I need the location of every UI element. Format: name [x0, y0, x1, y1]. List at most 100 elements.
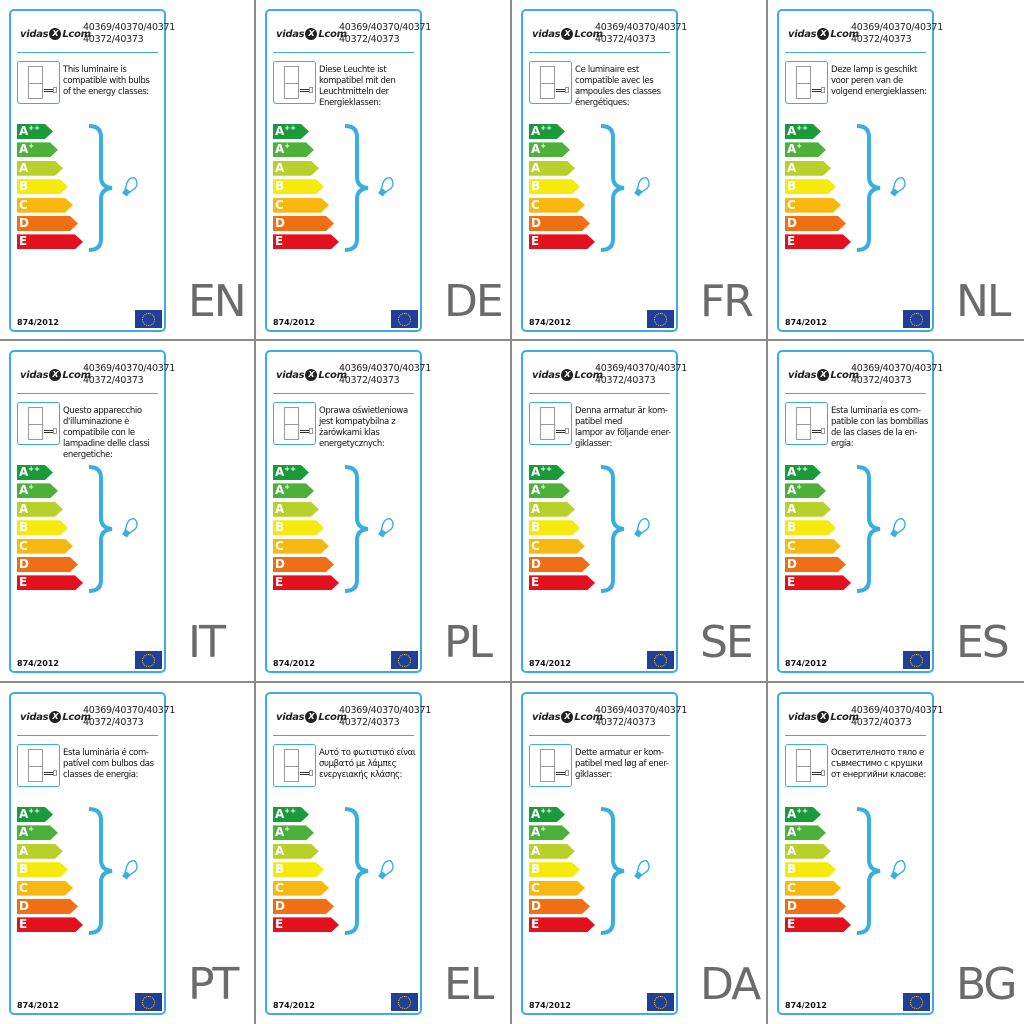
- energy-class-bar: C: [785, 881, 841, 896]
- regulation-number: 874/2012: [529, 1001, 571, 1010]
- divider: [17, 52, 158, 53]
- energy-class-bar: A: [273, 844, 319, 859]
- eu-flag-icon: [135, 993, 162, 1011]
- eu-flag-icon: [135, 651, 162, 669]
- eu-flag-icon: [135, 310, 162, 328]
- energy-class-bar: A: [273, 502, 319, 517]
- divider: [785, 735, 926, 736]
- energy-class-bar: A: [273, 161, 319, 176]
- eu-flag-icon: [391, 651, 418, 669]
- energy-class-bar: A: [785, 844, 831, 859]
- language-code: NL: [956, 276, 1011, 327]
- divider: [273, 52, 414, 53]
- energy-label-card: vidas X Lcom 40369/40370/40371 40372/40373 …: [777, 9, 943, 332]
- energy-class-bar: A++: [529, 807, 565, 822]
- light-bulb-icon: [122, 176, 138, 197]
- energy-class-bar: D: [17, 557, 78, 572]
- brace-icon: [88, 807, 113, 935]
- regulation-number: 874/2012: [17, 1001, 59, 1010]
- energy-class-bar: C: [273, 539, 329, 554]
- language-code: PT: [188, 959, 239, 1010]
- vidaxl-logo: vidas X Lcom: [788, 711, 859, 723]
- energy-class-bar: B: [273, 520, 324, 535]
- vidaxl-logo: vidas X Lcom: [532, 711, 603, 723]
- energy-class-bar: B: [529, 179, 580, 194]
- eu-flag-icon: [391, 993, 418, 1011]
- product-codes: 40369/40370/40371 40372/40373: [83, 363, 175, 386]
- compatibility-text: Denna armatur är kom- patibel med lampor…: [575, 406, 671, 449]
- energy-class-bar: A+: [17, 483, 58, 498]
- energy-label-card: vidas X Lcom 40369/40370/40371 40372/40373 …: [777, 350, 943, 673]
- energy-class-bar: A++: [273, 807, 309, 822]
- language-code: EN: [188, 276, 247, 327]
- light-bulb-icon: [378, 517, 394, 538]
- language-code: FR: [700, 276, 754, 327]
- energy-class-bar: A+: [529, 142, 570, 157]
- energy-label-card: vidas X Lcom 40369/40370/40371 40372/40373 …: [521, 692, 687, 1015]
- energy-class-bar: C: [785, 539, 841, 554]
- energy-class-bar: E: [529, 575, 595, 590]
- divider: [273, 393, 414, 394]
- vidaxl-logo: vidas X Lcom: [788, 369, 859, 381]
- language-code: SE: [700, 617, 754, 668]
- vidaxl-logo: vidas X Lcom: [532, 369, 603, 381]
- energy-label-card: vidas X Lcom 40369/40370/40371 40372/40373 …: [265, 350, 431, 673]
- compatibility-text: This luminaire is compatible with bulbs …: [63, 65, 150, 97]
- divider: [273, 735, 414, 736]
- energy-class-bar: B: [529, 862, 580, 877]
- language-code: PL: [444, 617, 493, 668]
- wall-luminaire-icon: [273, 402, 316, 445]
- energy-label-card: vidas X Lcom 40369/40370/40371 40372/40373 …: [9, 350, 175, 673]
- energy-class-bar: E: [17, 234, 83, 249]
- language-code: DA: [700, 959, 761, 1010]
- divider: [17, 735, 158, 736]
- regulation-number: 874/2012: [273, 659, 315, 668]
- divider: [529, 52, 670, 53]
- wall-luminaire-icon: [529, 402, 572, 445]
- energy-label-card: vidas X Lcom 40369/40370/40371 40372/40373 …: [521, 350, 687, 673]
- brace-icon: [600, 807, 625, 935]
- energy-class-bar: A++: [529, 124, 565, 139]
- eu-flag-icon: [903, 993, 930, 1011]
- energy-label-cell: vidas X Lcom 40369/40370/40371 40372/40373 …: [512, 0, 768, 341]
- brace-icon: [88, 124, 113, 252]
- regulation-number: 874/2012: [273, 1001, 315, 1010]
- energy-class-bar: B: [273, 862, 324, 877]
- regulation-number: 874/2012: [785, 318, 827, 327]
- energy-label-cell: vidas X Lcom 40369/40370/40371 40372/40373 …: [512, 683, 768, 1024]
- language-code: BG: [956, 959, 1017, 1010]
- wall-luminaire-icon: [529, 61, 572, 104]
- eu-flag-icon: [647, 310, 674, 328]
- energy-class-bar: A+: [785, 483, 826, 498]
- energy-class-bar: A: [529, 161, 575, 176]
- energy-class-bar: A: [529, 844, 575, 859]
- brace-icon: [88, 465, 113, 593]
- brace-icon: [856, 807, 881, 935]
- light-bulb-icon: [122, 517, 138, 538]
- wall-luminaire-icon: [273, 744, 316, 787]
- vidaxl-logo: vidas X Lcom: [276, 28, 347, 40]
- wall-luminaire-icon: [785, 402, 828, 445]
- product-codes: 40369/40370/40371 40372/40373: [851, 705, 943, 728]
- light-bulb-icon: [122, 859, 138, 880]
- energy-class-bar: E: [273, 575, 339, 590]
- energy-class-bar: D: [529, 557, 590, 572]
- eu-flag-icon: [647, 651, 674, 669]
- wall-luminaire-icon: [17, 402, 60, 445]
- vidaxl-logo: vidas X Lcom: [20, 369, 91, 381]
- energy-class-bar: D: [273, 216, 334, 231]
- energy-class-bar: C: [17, 539, 73, 554]
- energy-class-bar: D: [785, 899, 846, 914]
- energy-class-bar: C: [529, 198, 585, 213]
- energy-class-bar: A+: [273, 483, 314, 498]
- energy-class-bar: D: [273, 557, 334, 572]
- energy-class-bar: B: [785, 520, 836, 535]
- energy-label-cell: vidas X Lcom 40369/40370/40371 40372/40373 …: [256, 341, 512, 683]
- compatibility-text: Diese Leuchte ist kompatibel mit den Leu…: [319, 65, 396, 108]
- light-bulb-icon: [378, 176, 394, 197]
- compatibility-text: Deze lamp is geschikt voor peren van de …: [831, 65, 927, 97]
- energy-class-bar: A+: [785, 825, 826, 840]
- regulation-number: 874/2012: [529, 318, 571, 327]
- light-bulb-icon: [890, 859, 906, 880]
- compatibility-text: Dette armatur er kom- patibel med løg af…: [575, 748, 669, 780]
